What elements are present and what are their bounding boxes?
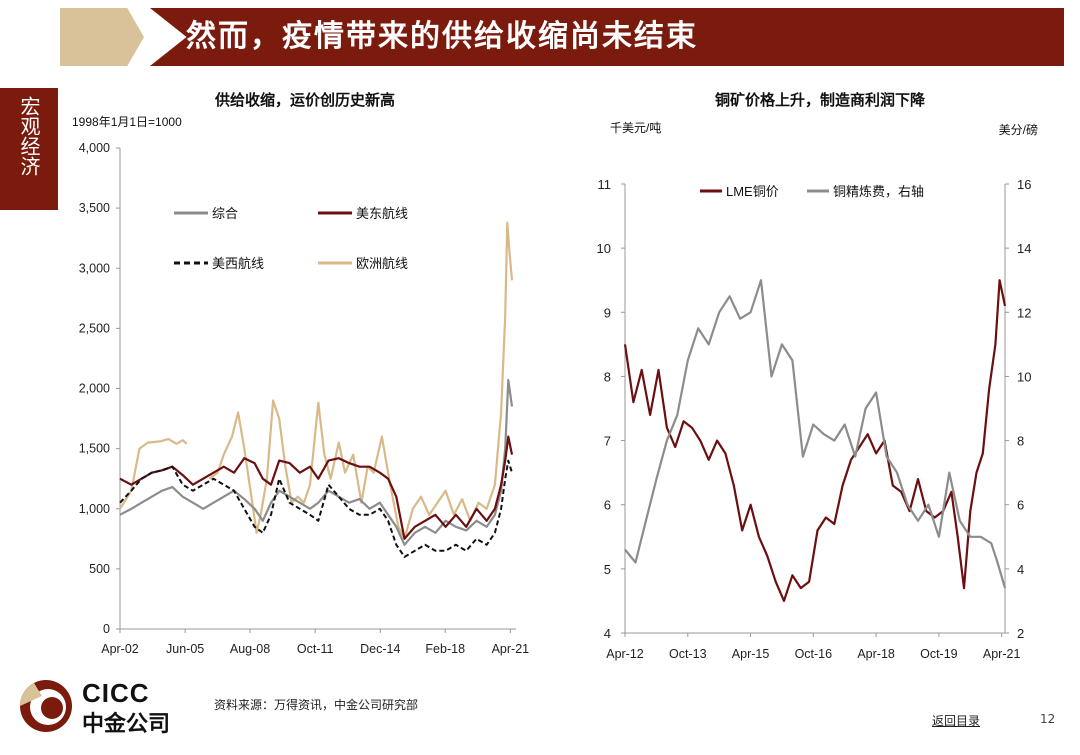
chart2-ytick-right-label: 8 xyxy=(1017,434,1024,449)
chart1-ytick-label: 4,000 xyxy=(79,141,110,155)
data-source: 资料来源：万得资讯，中金公司研究部 xyxy=(214,698,419,712)
chart1-ytick-label: 3,000 xyxy=(79,261,110,275)
chart2-series-line xyxy=(623,279,1007,602)
chart1-series-line xyxy=(119,459,513,558)
chart1-ytick-label: 1,000 xyxy=(79,502,110,516)
cicc-logo: CICC 中金公司 xyxy=(14,676,204,737)
chart2-xtick-label: Apr-15 xyxy=(732,647,770,661)
chart1-title: 供给收缩，运价创历史新高 xyxy=(214,91,395,109)
chart2-ytick-label: 11 xyxy=(598,177,612,192)
chart1-legend-label: 美西航线 xyxy=(212,256,264,271)
header-band xyxy=(150,8,1064,66)
chart2-ytick-label: 6 xyxy=(604,498,611,513)
logo-en: CICC xyxy=(82,678,150,708)
chart2-ytick-label: 8 xyxy=(604,369,611,384)
chart2-ytick-label: 4 xyxy=(604,626,611,641)
chart2-xtick-label: Oct-13 xyxy=(669,647,707,661)
chart2-ylabel-right: 美分/磅 xyxy=(999,122,1038,137)
chart-freight-index: 供给收缩，运价创历史新高 1998年1月1日=1000 0 500 1,000 1,500… xyxy=(72,91,530,656)
logo-cn: 中金公司 xyxy=(82,712,171,737)
chart2-ytick-right-label: 4 xyxy=(1017,562,1024,577)
chart1-xtick-label: Dec-14 xyxy=(360,642,400,656)
chart2-xtick-label: Oct-16 xyxy=(795,647,833,661)
chart1-xtick-label: Oct-11 xyxy=(297,642,334,656)
chart1-legend-label: 欧洲航线 xyxy=(356,256,408,271)
chart1-series-line xyxy=(119,437,188,510)
chart2-xtick-label: Apr-18 xyxy=(857,647,895,661)
chart2-ytick-right-label: 6 xyxy=(1017,498,1024,513)
chart1-xtick-label: Apr-02 xyxy=(101,642,139,656)
chart1-xtick-label: Feb-18 xyxy=(425,642,465,656)
chart2-ylabel: 千美元/吨 xyxy=(610,121,661,135)
chart1-ytick-label: 500 xyxy=(89,562,110,576)
chart1-xtick-label: Jun-05 xyxy=(166,642,204,656)
chart2-legend-label: 铜精炼费，右轴 xyxy=(833,184,924,199)
chart1-legend-label: 综合 xyxy=(212,206,238,221)
logo-icon xyxy=(20,680,72,732)
chart1-legend-label: 美东航线 xyxy=(356,206,408,221)
header-accent xyxy=(60,8,144,66)
chart1-series-line xyxy=(119,435,514,540)
chart2-ytick-label: 9 xyxy=(604,305,611,320)
chart2-ytick-right-label: 2 xyxy=(1017,626,1024,641)
chart1-xtick-label: Aug-08 xyxy=(230,642,270,656)
chart2-ytick-right-label: 14 xyxy=(1017,241,1031,256)
back-to-contents-link[interactable]: 返回目录 xyxy=(932,714,981,728)
chart1-ytick-label: 1,500 xyxy=(79,442,110,456)
chart2-title: 铜矿价格上升，制造商利润下降 xyxy=(715,91,926,109)
chart1-subtitle: 1998年1月1日=1000 xyxy=(72,115,182,129)
chart2-ytick-right-label: 12 xyxy=(1017,305,1031,320)
chart2-ytick-right-label: 16 xyxy=(1017,177,1031,192)
chart2-series-line xyxy=(624,279,1007,589)
chart2-ytick-label: 10 xyxy=(597,241,611,256)
chart1-series-line xyxy=(119,379,514,546)
chart2-legend-label: LME铜价 xyxy=(726,184,779,199)
chart2-ytick-label: 7 xyxy=(604,434,611,449)
side-tab-label: 宏观经济 xyxy=(17,96,41,176)
chart2-ytick-right-label: 10 xyxy=(1017,369,1031,384)
chart2-xtick-label: Apr-12 xyxy=(606,647,644,661)
chart1-ytick-label: 0 xyxy=(103,622,110,636)
chart1-ytick-label: 2,000 xyxy=(79,382,110,396)
chart2-ytick-label: 5 xyxy=(604,562,611,577)
chart1-ytick-label: 3,500 xyxy=(79,201,110,215)
chart1-xtick-label: Apr-21 xyxy=(492,642,530,656)
chart2-xtick-label: Oct-19 xyxy=(920,647,958,661)
side-tab[interactable] xyxy=(0,88,58,210)
chart1-ytick-label: 2,500 xyxy=(79,321,110,335)
page-number: 12 xyxy=(1040,712,1056,726)
chart2-xtick-label: Apr-21 xyxy=(983,647,1021,661)
page-title: 然而，疫情带来的供给收缩尚未结束 xyxy=(186,19,698,54)
